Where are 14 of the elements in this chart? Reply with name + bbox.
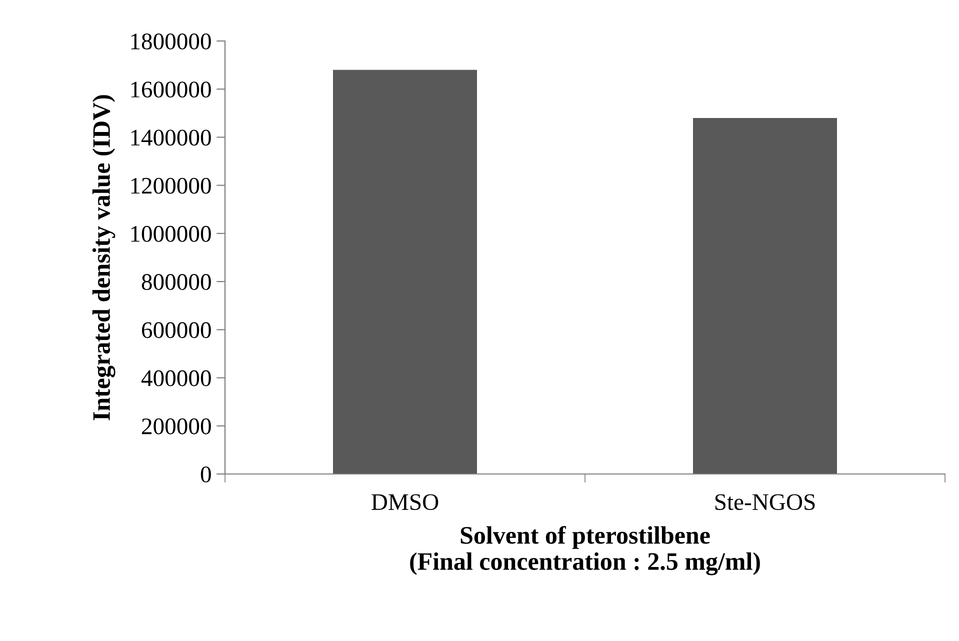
x-axis-title: Solvent of pterostilbene (Final concentration : 2.5 mg/ml)	[410, 526, 760, 576]
y-tick-label: 200000	[142, 418, 211, 434]
y-axis-title: Integrated density value (IDV)	[92, 95, 116, 420]
y-tick-label: 600000	[142, 322, 211, 338]
y-tick-label: 400000	[141, 370, 211, 386]
x-tick-label: Ste-NGOS	[715, 494, 815, 510]
y-tick-label: 1200000	[131, 178, 211, 194]
y-tick-label: 1800000	[131, 33, 211, 50]
y-tick-label: 800000	[142, 274, 211, 290]
x-tick-label: DMSO	[372, 494, 438, 510]
y-tick-label: 1600000	[131, 82, 211, 98]
y-tick-label: 1000000	[131, 226, 211, 242]
y-tick-label: 1400000	[131, 130, 211, 146]
y-tick-label: 0	[200, 466, 211, 482]
